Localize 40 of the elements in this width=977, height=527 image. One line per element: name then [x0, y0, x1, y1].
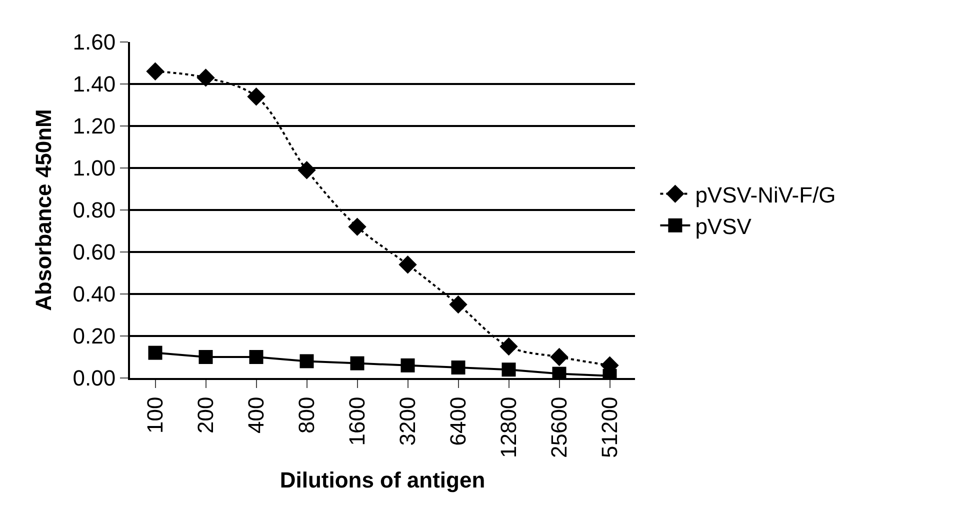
x-tick-label: 200: [192, 396, 218, 434]
x-tick-label: 25600: [546, 396, 572, 458]
y-tick-label: 1.40: [72, 72, 116, 97]
point: [451, 360, 466, 374]
y-tick-label: 0.00: [72, 366, 116, 391]
legend-label: pVSV-NiV-F/G: [695, 182, 836, 208]
y-axis-title: Absorbance 450nM: [31, 109, 56, 311]
point: [348, 218, 366, 236]
y-tick-label: 1.20: [72, 114, 116, 139]
y-tick-label: 0.20: [72, 324, 116, 349]
point: [249, 350, 264, 364]
point: [350, 356, 364, 370]
x-tick-label: 3200: [394, 396, 420, 446]
point: [449, 295, 468, 314]
x-tick-label: 12800: [496, 396, 521, 458]
point: [146, 62, 164, 80]
point: [400, 358, 415, 372]
x-axis-title: Dilutions of antigen: [280, 467, 486, 492]
y-tick-label: 1.00: [72, 156, 116, 181]
x-tick-label: 6400: [445, 396, 470, 446]
point: [398, 256, 417, 274]
point: [196, 68, 215, 87]
point: [247, 88, 266, 106]
point: [148, 346, 162, 360]
x-tick-label: 1600: [344, 396, 370, 446]
y-tick-label: 0.80: [72, 198, 116, 223]
point: [502, 362, 516, 377]
point: [550, 348, 568, 366]
y-tick-label: 0.60: [72, 240, 116, 265]
point: [500, 337, 518, 356]
legend-label: pVSV: [695, 214, 752, 239]
y-tick-label: 0.40: [72, 282, 116, 307]
point: [298, 161, 316, 180]
x-tick-label: 51200: [596, 396, 622, 458]
x-tick-label: 800: [294, 396, 319, 434]
x-tick-label: 100: [142, 396, 168, 434]
y-tick-label: 1.60: [72, 30, 116, 55]
point: [198, 350, 213, 364]
point: [300, 354, 314, 368]
x-tick-label: 400: [243, 396, 268, 434]
